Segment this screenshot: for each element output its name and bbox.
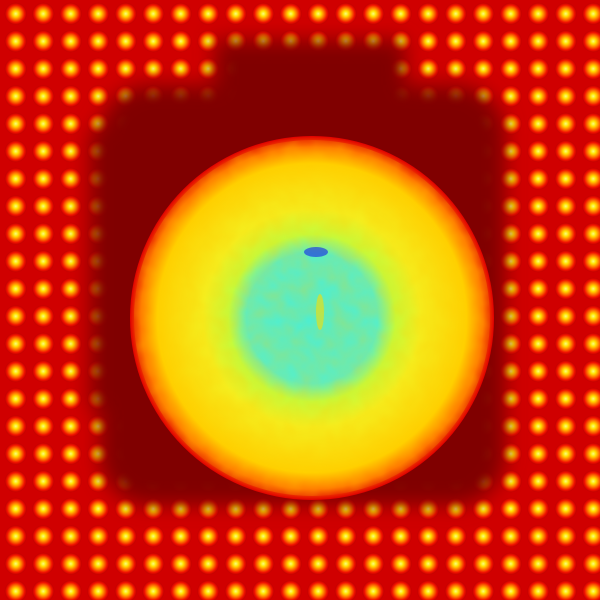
disk-texture (134, 140, 490, 496)
center-streak (316, 294, 324, 330)
blue-spot (304, 247, 328, 257)
